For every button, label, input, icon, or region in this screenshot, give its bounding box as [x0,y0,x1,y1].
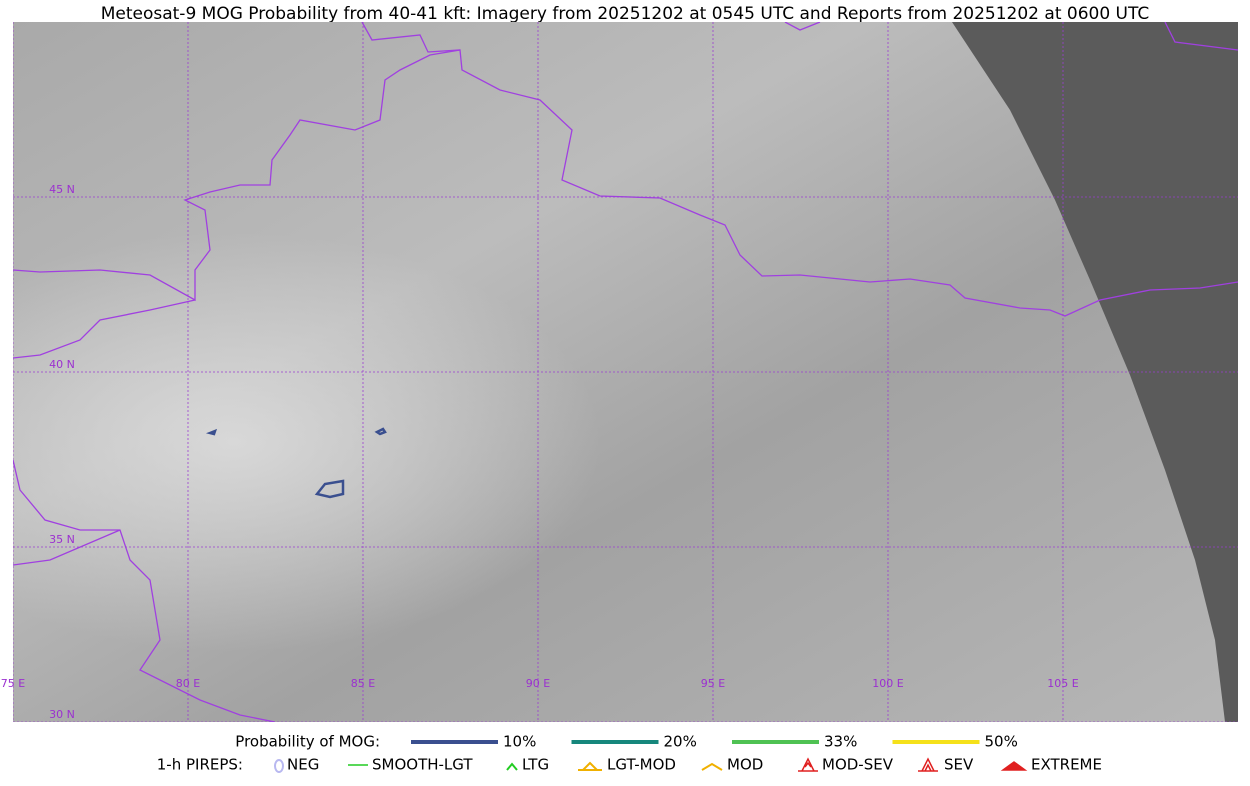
borders [13,22,1238,722]
lat-label: 45 N [49,183,75,196]
legend-title: Probability of MOG: [235,733,380,751]
lat-label: 35 N [49,533,75,546]
pirep-icon [578,761,602,771]
lon-label: 85 E [351,677,375,690]
legend-label: 10% [503,733,536,751]
map [13,22,1238,722]
lon-label: 75 E [1,677,25,690]
title: Meteosat-9 MOG Probability from 40-41 kf… [101,4,1150,24]
legend-label: 33% [824,733,857,751]
pirep-icon [506,762,518,771]
legend-label: MOD [727,756,763,774]
legend-label: LTG [522,756,549,774]
legend-label: EXTREME [1031,756,1102,774]
legend-label: SEV [944,756,974,774]
legend-label: 50% [985,733,1018,751]
pirep-icon [1000,761,1028,771]
legend-label: MOD-SEV [822,756,894,774]
lat-label: 30 N [49,708,75,721]
legend-title: 1-h PIREPS: [157,756,243,774]
legend-label: SMOOTH-LGT [372,756,473,774]
mog-contours [205,427,387,499]
pirep-icon [274,759,284,773]
lon-label: 95 E [701,677,725,690]
legend-label: 20% [664,733,697,751]
legend-label: LGT-MOD [607,756,676,774]
pirep-icon [918,757,938,772]
lon-label: 105 E [1047,677,1078,690]
lon-label: 100 E [872,677,903,690]
pirep-icon [798,757,818,772]
lat-label: 40 N [49,358,75,371]
lon-label: 80 E [176,677,200,690]
lon-label: 90 E [526,677,550,690]
legend-label: NEG [287,756,319,774]
pirep-icon [701,762,723,771]
